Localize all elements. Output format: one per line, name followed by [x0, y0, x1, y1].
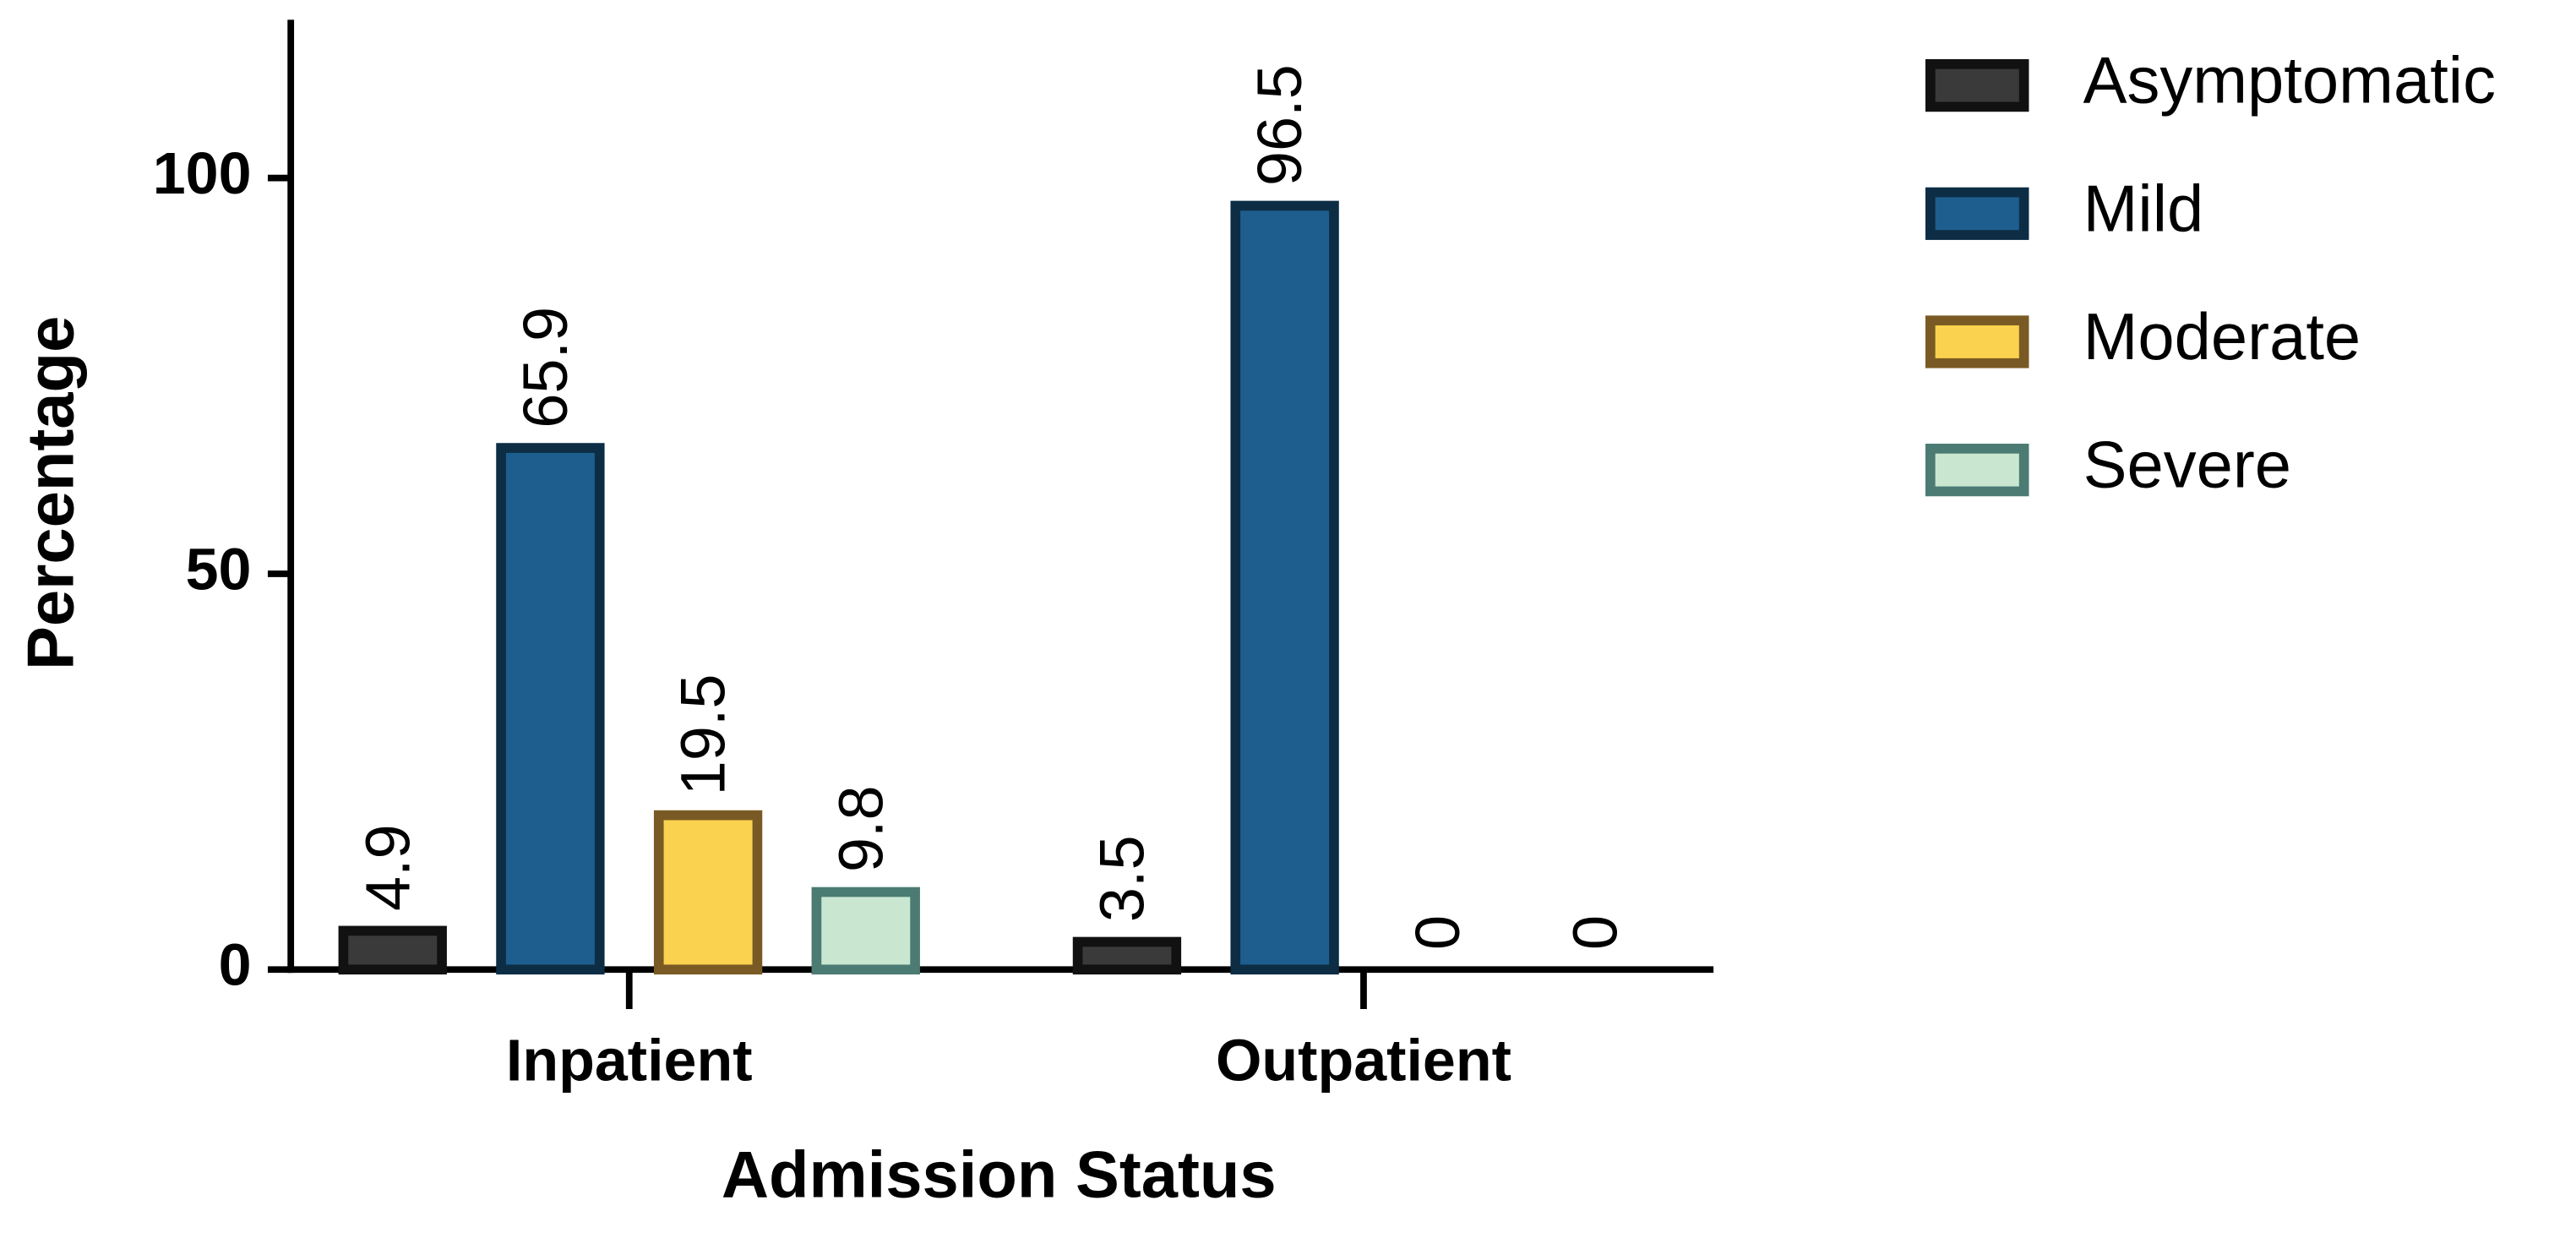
legend-swatch — [1925, 187, 2029, 240]
bar — [338, 925, 447, 975]
value-label: 4.9 — [352, 824, 422, 911]
bar — [653, 810, 763, 975]
value-label: 96.5 — [1244, 64, 1315, 186]
y-tick-label: 100 — [153, 140, 252, 206]
legend-swatch — [1925, 444, 2029, 497]
value-label: 9.8 — [825, 785, 896, 872]
y-tick-label: 50 — [186, 536, 252, 602]
value-label: 3.5 — [1086, 835, 1157, 922]
value-label: 0 — [1402, 915, 1473, 950]
legend-label: Mild — [2083, 172, 2204, 245]
y-tick-label: 0 — [219, 932, 252, 998]
x-tick-label: Inpatient — [506, 1028, 753, 1094]
legend-label: Asymptomatic — [2083, 45, 2496, 117]
bar — [1072, 936, 1182, 975]
bar — [496, 443, 605, 975]
value-label: 19.5 — [668, 674, 738, 796]
y-axis-title: Percentage — [15, 316, 88, 670]
bar — [811, 887, 920, 975]
legend-label: Moderate — [2083, 301, 2361, 374]
bar — [1230, 200, 1339, 975]
legend-swatch — [1925, 315, 2029, 368]
x-axis-title: Admission Status — [722, 1139, 1277, 1212]
legend-label: Severe — [2083, 429, 2291, 502]
value-label: 0 — [1560, 915, 1630, 950]
value-label: 65.9 — [510, 307, 580, 428]
x-tick-label: Outpatient — [1216, 1028, 1511, 1094]
legend-swatch — [1925, 59, 2029, 112]
